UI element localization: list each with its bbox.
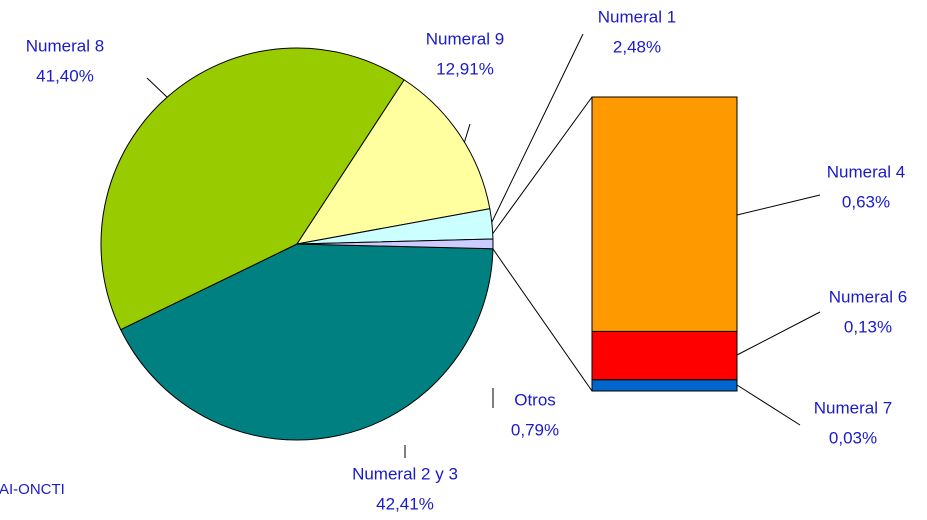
- leader-line: [736, 194, 821, 216]
- pie-slice: [295, 79, 491, 245]
- bar-label: Numeral 7: [814, 398, 892, 417]
- pie-slice: [296, 238, 494, 250]
- slice-value-label: 2,48%: [613, 37, 661, 56]
- bar-label: Numeral 6: [829, 287, 907, 306]
- slice-value-label: 42,41%: [376, 494, 434, 513]
- slice-label: Numeral 1: [598, 7, 676, 26]
- bar-value-label: 0,13%: [844, 317, 892, 336]
- leader-line: [736, 384, 801, 426]
- pie-slice: [120, 243, 494, 441]
- leader-lines: [146, 33, 821, 458]
- connector-line: [492, 248, 593, 392]
- bar-label: Numeral 4: [827, 162, 905, 181]
- bar-value-label: 0,03%: [829, 428, 877, 447]
- slice-label: Numeral 9: [426, 29, 504, 48]
- leader-line: [488, 33, 584, 229]
- slice-value-label: 12,91%: [436, 59, 494, 78]
- bar-value-label: 0,63%: [842, 192, 890, 211]
- slice-label: Otros: [514, 390, 556, 409]
- slice-value-label: 41,40%: [36, 66, 94, 85]
- slice-value-label: 0,79%: [511, 420, 559, 439]
- connector-line: [490, 96, 593, 237]
- slice-label: Numeral 8: [26, 36, 104, 55]
- bar-segment: [591, 379, 738, 392]
- bar-segment: [591, 330, 738, 381]
- pie-slice: [100, 47, 405, 331]
- leader-line: [146, 77, 169, 99]
- bar-segment: [591, 96, 738, 332]
- slice-label: Numeral 2 y 3: [352, 464, 458, 483]
- leader-line: [736, 311, 821, 356]
- source-note: AI-ONCTI: [0, 481, 65, 498]
